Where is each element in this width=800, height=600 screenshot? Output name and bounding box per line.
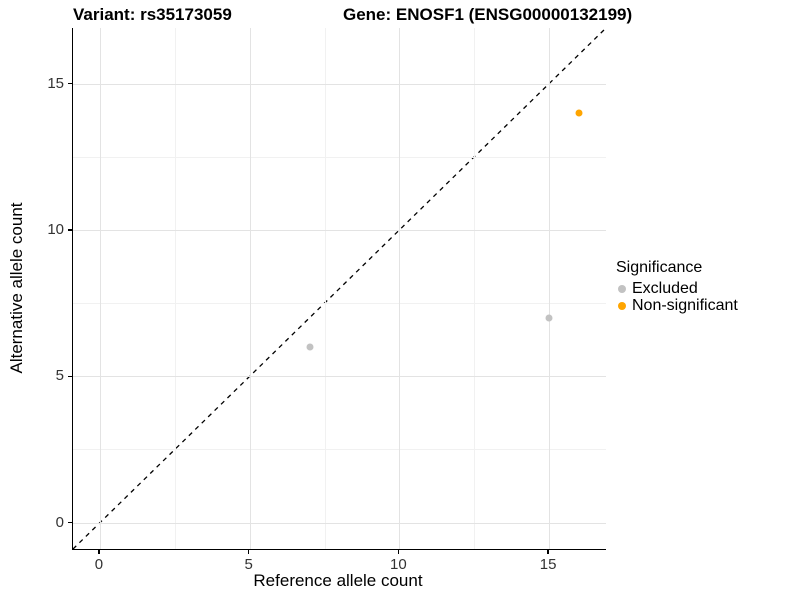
variant-title: Variant: rs35173059 [73,5,232,24]
y-tick-label: 15 [47,74,64,92]
grid-line-minor [324,28,326,549]
legend-entries: Excluded Non-significant [616,280,738,314]
legend-label: Non-significant [632,296,738,314]
y-tick-mark [68,82,72,85]
legend-swatch-excluded [618,284,626,293]
legend-label: Excluded [632,279,698,297]
x-axis-label: Reference allele count [253,571,423,590]
grid-line-minor [474,28,476,549]
y-tick-mark [68,521,72,524]
grid-line-major [399,28,401,549]
x-tick-mark [98,550,100,554]
y-axis-label: Alternative allele count [7,202,26,374]
legend: Significance Excluded Non-significant [616,259,738,314]
x-tick-label: 10 [390,556,407,573]
grid-line-major [73,376,606,378]
grid-line-minor [73,303,606,305]
plot-panel [72,27,607,550]
legend-swatch-non-significant [618,301,626,310]
grid-line-major [73,83,606,85]
y-tick-label: 0 [55,513,64,531]
grid-line-major [73,229,606,231]
data-point-non-significant [575,109,583,117]
grid-line-major [73,522,606,524]
grid-line-minor [73,449,606,451]
x-tick-label: 5 [244,556,253,573]
grid-line-major [549,28,551,549]
identity-line [72,27,607,550]
y-tick-label: 5 [55,367,64,385]
y-tick-label: 10 [47,220,64,238]
grid-line-minor [174,28,176,549]
grid-line-major [99,28,101,549]
x-tick-label: 0 [94,556,104,573]
data-point-excluded [545,314,553,322]
y-tick-mark [68,229,72,231]
legend-entry-excluded: Excluded [616,280,738,297]
x-tick-mark [397,550,400,554]
x-tick-mark [247,550,250,554]
grid-line-minor [73,156,606,158]
grid-line-major [249,28,251,549]
gene-title: Gene: ENOSF1 (ENSG00000132199) [343,5,633,24]
x-tick-mark [547,550,549,554]
legend-entry-non-significant: Non-significant [616,297,738,314]
data-point-excluded [306,343,314,351]
legend-title: Significance [616,259,703,276]
x-tick-label: 15 [539,556,557,573]
y-tick-mark [68,375,72,378]
